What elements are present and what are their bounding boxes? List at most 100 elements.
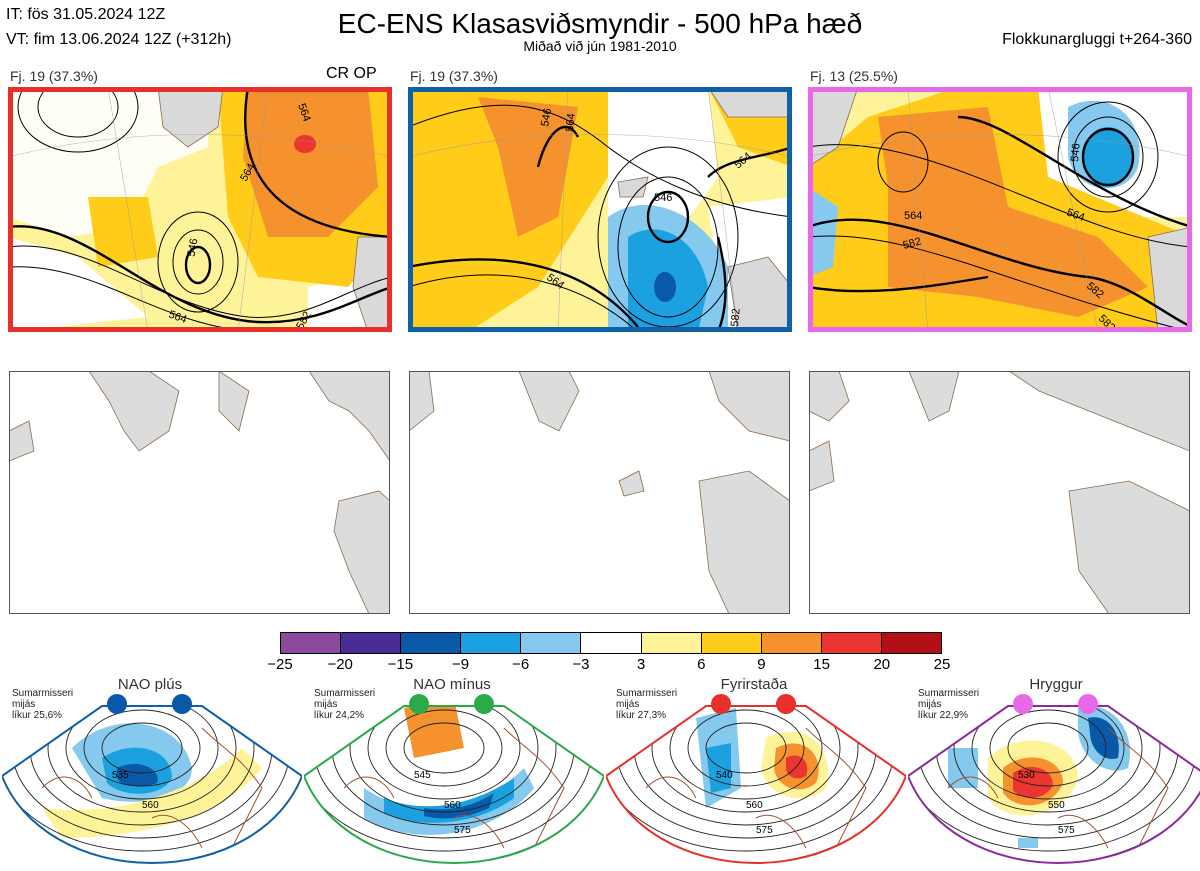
coastline: [41, 727, 263, 849]
empty-map-1: [9, 371, 390, 614]
height-contour: [953, 706, 1143, 813]
season-line: líkur 25,6%: [12, 710, 63, 721]
regime-dot: [474, 694, 494, 714]
season-line: Sumarmisseri: [918, 688, 980, 699]
colorbar-tick-label: −3: [572, 656, 590, 673]
contour-label: 560: [746, 800, 763, 811]
init-time: IT: fös 31.05.2024 12Z: [6, 6, 166, 23]
anomaly-area: [1018, 838, 1038, 848]
contour-label: 550: [1048, 800, 1065, 811]
season-line: Sumarmisseri: [12, 688, 74, 699]
season-line: mijás: [314, 699, 338, 710]
contour-label: 546: [186, 237, 201, 257]
valid-time: VT: fim 13.06.2024 12Z (+312h): [6, 31, 232, 48]
contour-label: 564: [564, 113, 578, 132]
regime-name: Fyrirstaða: [720, 676, 788, 693]
colorbar-swatch: [520, 633, 581, 653]
contour-label: 535: [112, 770, 129, 781]
season-line: mijás: [918, 699, 942, 710]
height-contour: [349, 706, 539, 813]
cluster-map-3: 546 564 582 564 582 582: [808, 87, 1192, 332]
contour-label: 546: [1069, 143, 1083, 162]
regime-map: 545 560 575: [304, 694, 604, 865]
contour-label: 564: [1065, 207, 1086, 225]
cluster-border-1: [8, 87, 392, 332]
height-contour: [367, 706, 521, 800]
colorbar-swatch: [820, 633, 881, 653]
regime-name: NAO mínus: [413, 676, 491, 693]
height-contour: [101, 722, 183, 774]
colorbar-tick-label: −20: [327, 656, 353, 673]
colorbar-swatch: [400, 633, 461, 653]
regime-dot: [409, 694, 429, 714]
anomaly-area: [706, 743, 731, 793]
colorbar-tick-label: 20: [873, 656, 891, 673]
regime-name: Hryggur: [1029, 676, 1083, 693]
height-contour: [47, 706, 237, 813]
contour-label: 582: [902, 236, 923, 252]
colorbar-tick-label: 3: [636, 656, 646, 673]
regime-border: [2, 705, 302, 865]
season-line: líkur 22,9%: [918, 710, 969, 721]
colorbar-tick-label: 25: [933, 656, 951, 673]
contour-label: 545: [414, 770, 431, 781]
contour-label: 564: [167, 309, 188, 327]
height-contour: [989, 709, 1107, 787]
height-contour: [669, 706, 823, 800]
regime-border: [304, 705, 604, 865]
coastline: [343, 727, 565, 849]
cluster-label-2: Fj. 19 (37.3%): [410, 68, 498, 84]
empty-map-3: [809, 371, 1190, 614]
height-contour: [1007, 722, 1089, 774]
regime-dot: [1013, 694, 1033, 714]
season-line: mijás: [616, 699, 640, 710]
colorbar-tick-label: −15: [387, 656, 414, 673]
colorbar-tick-label: −9: [451, 656, 470, 673]
cluster-tag-1: CR OP: [326, 65, 377, 82]
cluster-map-2: 546 564 546 564 564 582: [408, 87, 792, 332]
contour-label: 582: [729, 308, 743, 327]
anomaly-area: [1088, 717, 1119, 759]
regime-season-info: Sumarmisseri mijás líkur 25,6%: [12, 688, 73, 721]
colorbar-tick-label: 9: [757, 656, 766, 673]
colorbar: [280, 632, 942, 654]
colorbar-tick-label: 15: [813, 656, 830, 673]
classification-window: Flokkunargluggi t+264-360: [1002, 31, 1192, 48]
regime-dot: [172, 694, 192, 714]
colorbar-swatch: [580, 633, 641, 653]
contour-label: 564: [295, 102, 313, 123]
contour-label: 540: [716, 770, 733, 781]
season-line: Sumarmisseri: [314, 688, 376, 699]
coastline: [947, 727, 1169, 849]
empty-map-2: [409, 371, 790, 614]
colorbar-swatch: [880, 633, 942, 653]
contour-label: 546: [654, 192, 672, 204]
regime-dot: [107, 694, 127, 714]
colorbar-swatch: [700, 633, 761, 653]
contour-label: 560: [444, 800, 461, 811]
coastline: [645, 727, 867, 849]
colorbar-swatch: [640, 633, 701, 653]
cluster-label-3: Fj. 13 (25.5%): [810, 68, 898, 84]
colorbar-swatch: [760, 633, 821, 653]
height-contour: [83, 709, 201, 787]
season-line: líkur 27,3%: [616, 710, 667, 721]
cluster-border-2: [408, 87, 792, 332]
anomaly-area: [42, 748, 262, 838]
season-line: líkur 24,2%: [314, 710, 365, 721]
regime-season-info: Sumarmisseri mijás líkur 22,9%: [918, 688, 979, 721]
anomaly-area: [384, 778, 514, 823]
regime-border: [606, 705, 906, 865]
regime-map: 530 550 575: [908, 694, 1200, 865]
anomaly-area: [1013, 766, 1053, 798]
regime-map: 540 560 575: [606, 694, 906, 865]
contour-label: 575: [454, 825, 471, 836]
height-contour: [651, 706, 841, 813]
height-contour: [687, 709, 805, 787]
colorbar-swatch: [281, 633, 341, 653]
regime-dot: [776, 694, 796, 714]
regime-border: [908, 705, 1200, 865]
contour-label: 575: [756, 825, 773, 836]
season-line: mijás: [12, 699, 36, 710]
colorbar-tick-label: −6: [512, 656, 530, 673]
